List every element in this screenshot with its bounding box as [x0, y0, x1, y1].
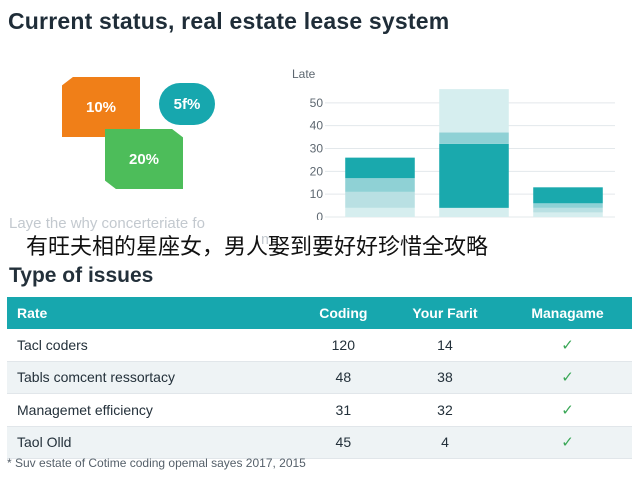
cell-your-farit: 32	[386, 393, 504, 427]
bar-segment	[533, 207, 603, 213]
faded-note-text: Laye the why concerteriate fo	[9, 215, 205, 232]
check-icon: ✓	[561, 336, 574, 354]
page-title: Current status, real estate lease system	[8, 8, 450, 34]
cell-managame: ✓	[503, 361, 632, 394]
percentage-tiles: 10% 5f% 20%	[0, 60, 260, 200]
table-row: Tacl coders 120 14 ✓	[7, 329, 632, 362]
bar-segment	[345, 178, 415, 192]
percent-tile-green: 20%	[105, 129, 183, 189]
bar-segment	[439, 207, 509, 217]
bar-segment	[439, 132, 509, 144]
col-header-rate: Rate	[7, 297, 300, 329]
check-icon: ✓	[561, 401, 574, 419]
cell-managame: ✓	[503, 393, 632, 427]
y-axis-label: Late	[292, 67, 316, 81]
table-row: Tabls comcent ressortacy 48 38 ✓	[7, 361, 632, 394]
col-header-managame: Managame	[503, 297, 632, 329]
cell-rate: Tacl coders	[7, 329, 300, 362]
stacked-bar-chart: 01020304050LateFewAb ATels	[292, 67, 615, 220]
percent-tile-orange: 10%	[62, 77, 140, 137]
bar-segment	[533, 212, 603, 217]
check-icon: ✓	[561, 369, 574, 387]
cell-your-farit: 38	[386, 361, 504, 394]
cell-rate: Managemet efficiency	[7, 393, 300, 427]
y-tick-label: 30	[310, 142, 324, 156]
table-row: Taol Olld 45 4 ✓	[7, 426, 632, 459]
cell-managame: ✓	[503, 329, 632, 362]
y-tick-label: 40	[310, 119, 324, 133]
cell-your-farit: 14	[386, 329, 504, 362]
bar-segment	[345, 207, 415, 217]
table-row: Managemet efficiency 31 32 ✓	[7, 393, 632, 427]
y-tick-label: 20	[310, 164, 324, 178]
bar-segment	[533, 203, 603, 208]
faded-note: Laye the why concerteriate fo m.	[9, 216, 279, 248]
cell-coding: 120	[299, 329, 387, 362]
percent-tile-teal: 5f%	[159, 83, 215, 125]
col-header-coding: Coding	[299, 297, 387, 329]
faded-note-tail: m.	[261, 231, 278, 248]
col-header-your-farit: Your Farit	[386, 297, 504, 329]
y-tick-label: 50	[310, 96, 324, 110]
overlay-caption: 有旺夫相的星座女，男人娶到要好好珍惜全攻略	[26, 235, 489, 260]
footnote: * Suv estate of Cotime coding opemal say…	[7, 456, 306, 470]
cell-managame: ✓	[503, 426, 632, 459]
check-icon: ✓	[561, 434, 574, 452]
y-tick-label: 10	[310, 187, 324, 201]
cell-coding: 31	[299, 393, 387, 427]
table-header-row: Rate Coding Your Farit Managame	[7, 297, 632, 329]
bar-segment	[439, 143, 509, 208]
bar-segment	[439, 89, 509, 133]
cell-coding: 48	[299, 361, 387, 394]
y-tick-label: 0	[316, 210, 323, 220]
bar-segment	[533, 187, 603, 204]
cell-rate: Taol Olld	[7, 426, 300, 459]
cell-coding: 45	[299, 426, 387, 459]
issues-table: Rate Coding Your Farit Managame Tacl cod…	[7, 297, 632, 459]
section-title: Type of issues	[9, 264, 154, 287]
bar-segment	[345, 191, 415, 208]
bar-segment	[345, 157, 415, 179]
cell-your-farit: 4	[386, 426, 504, 459]
cell-rate: Tabls comcent ressortacy	[7, 361, 300, 394]
